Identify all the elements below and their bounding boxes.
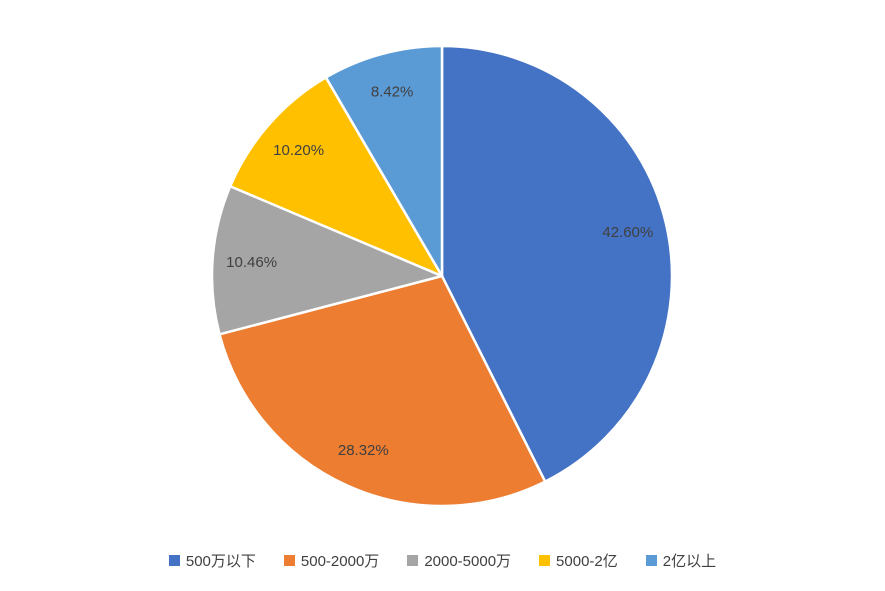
legend-label: 2000-5000万 (424, 553, 512, 570)
data-label-4: 8.42% (371, 84, 414, 101)
chart-legend: 500万以下 500-2000万 2000-5000万 5000-2亿 2亿以上 (0, 550, 885, 571)
pie-slice-2 (210, 185, 444, 336)
legend-swatch-icon (407, 555, 419, 566)
pie-slice-4 (324, 44, 444, 278)
legend-item-2: 2000-5000万 (407, 550, 511, 571)
legend-label: 500万以下 (185, 553, 256, 570)
legend-swatch-icon (283, 555, 295, 566)
legend-item-1: 500-2000万 (283, 550, 380, 571)
data-label-3: 10.20% (273, 142, 324, 159)
legend-label: 500-2000万 (300, 553, 380, 570)
legend-label: 2亿以上 (662, 553, 717, 570)
legend-item-3: 5000-2亿 (539, 550, 618, 571)
legend-swatch-icon (168, 555, 180, 566)
data-label-0: 42.60% (602, 224, 653, 241)
legend-item-4: 2亿以上 (645, 550, 717, 571)
pie-slice-0 (440, 44, 674, 483)
legend-item-0: 500万以下 (168, 550, 256, 571)
data-label-1: 28.32% (338, 442, 389, 459)
pie-slice-3 (228, 76, 444, 278)
pie-slice-1 (218, 274, 547, 508)
legend-label: 5000-2亿 (556, 553, 618, 570)
legend-swatch-icon (539, 555, 551, 566)
data-label-2: 10.46% (226, 254, 277, 271)
legend-swatch-icon (645, 555, 657, 566)
